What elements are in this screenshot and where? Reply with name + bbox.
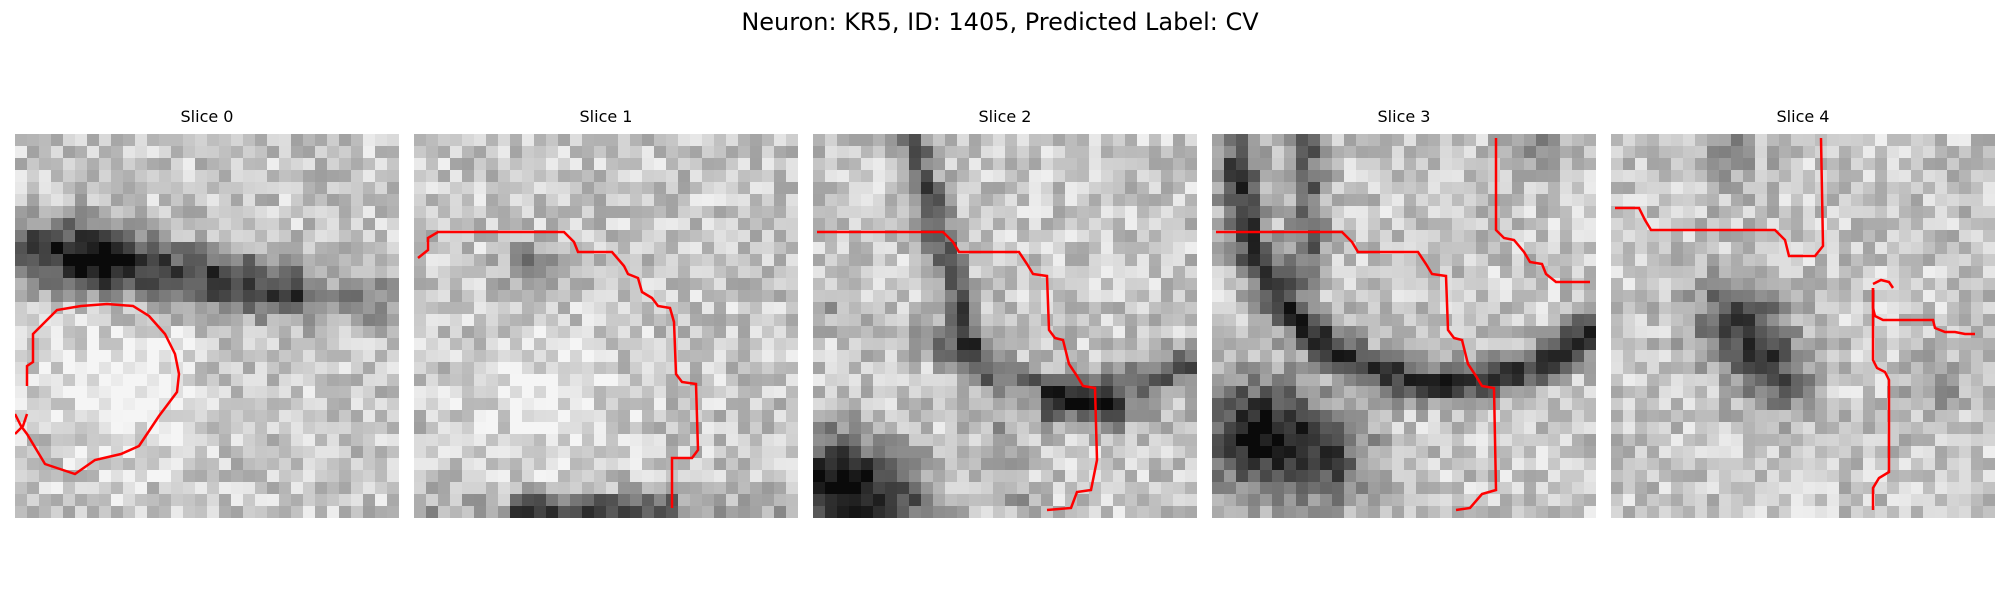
- slice-image-2: [813, 134, 1197, 518]
- segmentation-contour: [1871, 288, 1891, 510]
- segmentation-contour: [1872, 278, 1895, 289]
- slice-title: Slice 4: [1776, 107, 1830, 126]
- slice-title: Slice 3: [1377, 107, 1431, 126]
- grayscale-pixels: [15, 134, 399, 518]
- figure-title: Neuron: KR5, ID: 1405, Predicted Label: …: [741, 8, 1259, 36]
- grayscale-pixels: [1611, 134, 1995, 518]
- slice-image-1: [414, 134, 798, 518]
- segmentation-contour: [417, 230, 700, 508]
- segmentation-contour: [15, 302, 181, 476]
- segmentation-contour: [1615, 137, 1825, 258]
- slice-image-4: [1611, 134, 1995, 518]
- segmentation-contour: [15, 413, 29, 435]
- segmentation-contour: [1494, 138, 1590, 284]
- slice-title: Slice 0: [180, 107, 234, 126]
- segmentation-contour: [817, 230, 1099, 512]
- grayscale-pixels: [414, 134, 798, 518]
- slice-image-0: [15, 134, 399, 518]
- grayscale-pixels: [1212, 134, 1596, 518]
- slice-title: Slice 1: [579, 107, 633, 126]
- slice-image-3: [1212, 134, 1596, 518]
- grayscale-pixels: [813, 134, 1197, 518]
- segmentation-contour: [1216, 230, 1498, 512]
- slice-title: Slice 2: [978, 107, 1032, 126]
